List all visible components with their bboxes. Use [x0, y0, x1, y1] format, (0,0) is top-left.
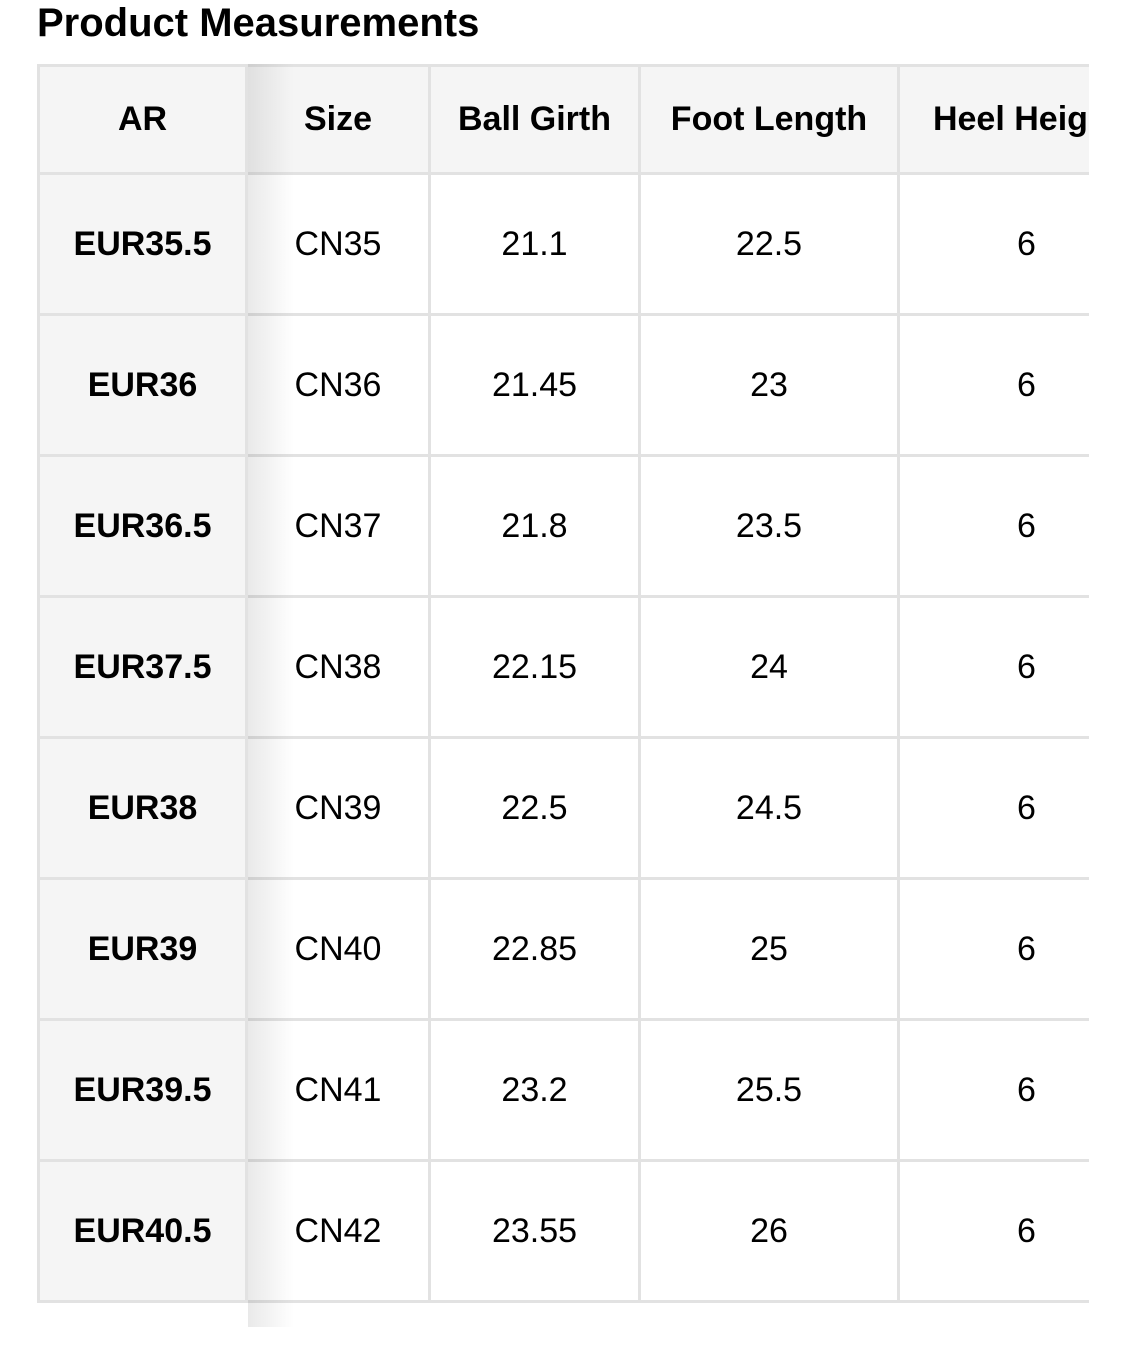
row-header-cell: EUR36.5: [37, 454, 248, 598]
page-title: Product Measurements: [37, 1, 480, 45]
table-cell: 6: [897, 877, 1089, 1021]
column-header-foot-length: Foot Length: [638, 64, 900, 175]
table-row: EUR36.5 CN37 21.8 23.5 6: [37, 454, 1089, 598]
row-header-cell: EUR39.5: [37, 1018, 248, 1162]
table-cell: 26: [638, 1159, 900, 1303]
header-row: AR Size Ball Girth Foot Length Heel Heig…: [37, 64, 1089, 175]
table-cell: 22.5: [428, 736, 641, 880]
table-cell: 22.15: [428, 595, 641, 739]
table-cell: 6: [897, 595, 1089, 739]
row-header-cell: EUR39: [37, 877, 248, 1021]
row-header-cell: EUR36: [37, 313, 248, 457]
table-cell: CN41: [245, 1018, 431, 1162]
table-cell: CN35: [245, 172, 431, 316]
table-cell: CN42: [245, 1159, 431, 1303]
table-cell: 23.55: [428, 1159, 641, 1303]
table-cell: 25.5: [638, 1018, 900, 1162]
column-header-ar: AR: [37, 64, 248, 175]
row-header-cell: EUR37.5: [37, 595, 248, 739]
row-header-cell: EUR40.5: [37, 1159, 248, 1303]
measurements-table: AR Size Ball Girth Foot Length Heel Heig…: [37, 64, 1089, 1303]
column-header-ball-girth: Ball Girth: [428, 64, 641, 175]
table-cell: CN38: [245, 595, 431, 739]
table-cell: 21.8: [428, 454, 641, 598]
table-cell: 21.1: [428, 172, 641, 316]
table-cell: 22.5: [638, 172, 900, 316]
table-row: EUR40.5 CN42 23.55 26 6: [37, 1159, 1089, 1303]
row-header-cell: EUR38: [37, 736, 248, 880]
table-row: EUR35.5 CN35 21.1 22.5 6: [37, 172, 1089, 316]
table-cell: 6: [897, 736, 1089, 880]
table-cell: 21.45: [428, 313, 641, 457]
column-header-size: Size: [245, 64, 431, 175]
table-cell: 6: [897, 1159, 1089, 1303]
table-cell: 24.5: [638, 736, 900, 880]
table-cell: CN39: [245, 736, 431, 880]
measurements-table-scroll-area[interactable]: AR Size Ball Girth Foot Length Heel Heig…: [37, 64, 1089, 1327]
table-cell: 23.2: [428, 1018, 641, 1162]
table-cell: CN36: [245, 313, 431, 457]
table-cell: CN37: [245, 454, 431, 598]
table-row: EUR39 CN40 22.85 25 6: [37, 877, 1089, 1021]
table-row: EUR37.5 CN38 22.15 24 6: [37, 595, 1089, 739]
table-cell: 23: [638, 313, 900, 457]
table-cell: 6: [897, 454, 1089, 598]
table-row: EUR36 CN36 21.45 23 6: [37, 313, 1089, 457]
table-cell: 6: [897, 172, 1089, 316]
table-cell: 6: [897, 313, 1089, 457]
table-row: EUR39.5 CN41 23.2 25.5 6: [37, 1018, 1089, 1162]
table-cell: CN40: [245, 877, 431, 1021]
table-cell: 24: [638, 595, 900, 739]
row-header-cell: EUR35.5: [37, 172, 248, 316]
table-cell: 23.5: [638, 454, 900, 598]
table-cell: 22.85: [428, 877, 641, 1021]
table-row: EUR38 CN39 22.5 24.5 6: [37, 736, 1089, 880]
table-cell: 25: [638, 877, 900, 1021]
column-header-heel-height: Heel Height: [897, 64, 1089, 175]
table-cell: 6: [897, 1018, 1089, 1162]
